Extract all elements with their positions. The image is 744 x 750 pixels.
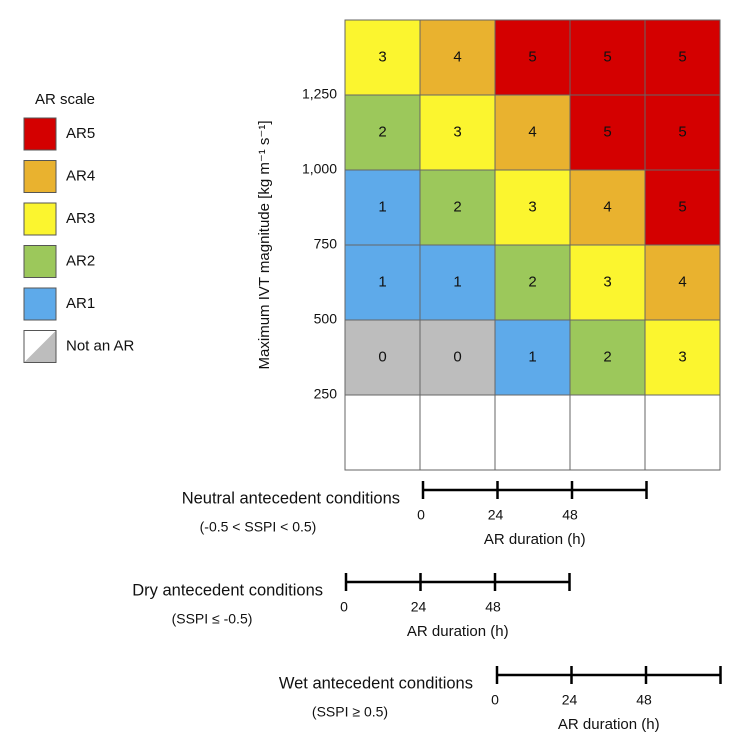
cell-value: 4	[528, 123, 536, 140]
cell-value: 3	[603, 273, 611, 290]
grid-cell-empty	[569, 394, 646, 471]
timeline-tick-label: 48	[485, 599, 501, 615]
legend-label: AR4	[66, 167, 95, 184]
grid-cell	[419, 244, 496, 321]
cell-value: 5	[603, 123, 611, 140]
timeline-title: Wet antecedent conditions	[279, 674, 473, 692]
grid-cell-empty	[494, 394, 571, 471]
legend-swatch	[23, 117, 57, 151]
timeline-title: Neutral antecedent conditions	[182, 489, 400, 507]
cell-value: 5	[528, 48, 536, 65]
timeline-axis-label: AR duration (h)	[484, 531, 586, 548]
grid-cell	[344, 169, 421, 246]
cell-value: 3	[528, 198, 536, 215]
y-tick-label: 750	[314, 236, 338, 252]
timeline-axis-label: AR duration (h)	[407, 623, 509, 640]
timeline-tick-label: 24	[411, 599, 427, 615]
cell-value: 1	[453, 273, 461, 290]
grid-cell	[419, 319, 496, 396]
legend-swatch	[23, 202, 57, 236]
legend-title: AR scale	[35, 91, 95, 108]
grid-cell	[569, 19, 646, 96]
grid-cell	[344, 319, 421, 396]
timeline-tick-label: 24	[562, 692, 578, 708]
legend-label: AR1	[66, 295, 95, 312]
cell-value: 0	[378, 348, 386, 365]
cell-value: 5	[678, 123, 686, 140]
legend-label: AR2	[66, 252, 95, 269]
cell-value: 1	[378, 198, 386, 215]
legend-swatch-border	[23, 330, 57, 363]
y-tick-label: 500	[314, 311, 338, 327]
timeline-tick-label: 24	[488, 507, 504, 523]
legend-swatch-fill	[24, 330, 56, 363]
legend-swatch	[23, 245, 57, 278]
cell-value: 5	[678, 48, 686, 65]
cell-value: 4	[678, 273, 686, 290]
legend-label: AR3	[66, 210, 95, 227]
grid-cell	[569, 319, 646, 396]
timeline-axis-label: AR duration (h)	[558, 716, 660, 733]
timeline-subtitle: (SSPI ≤ -0.5)	[172, 611, 253, 627]
cell-value: 5	[603, 48, 611, 65]
timeline-tick-label: 0	[417, 507, 425, 523]
legend-label: AR5	[66, 125, 95, 142]
cell-value: 4	[603, 198, 611, 215]
cell-value: 5	[678, 198, 686, 215]
legend-swatch	[23, 160, 57, 193]
timeline-subtitle: (SSPI ≥ 0.5)	[312, 704, 388, 720]
cell-value: 1	[528, 348, 536, 365]
legend-swatch	[23, 287, 57, 321]
timeline-tick-label: 48	[636, 692, 652, 708]
grid-cell	[644, 244, 721, 321]
cell-value: 2	[603, 348, 611, 365]
cell-value: 2	[378, 123, 386, 140]
grid-cell-empty	[419, 394, 496, 471]
timeline-tick-label: 0	[491, 692, 499, 708]
timeline-subtitle: (-0.5 < SSPI < 0.5)	[200, 519, 317, 535]
grid-cell	[419, 19, 496, 96]
y-tick-label: 1,000	[302, 161, 337, 177]
y-axis-label: Maximum IVT magnitude [kg m⁻¹ s⁻¹]	[256, 121, 273, 370]
grid-cell	[644, 169, 721, 246]
cell-value: 0	[453, 348, 461, 365]
grid-cell	[494, 319, 571, 396]
grid-cell	[494, 169, 571, 246]
timeline-title: Dry antecedent conditions	[132, 581, 323, 599]
cell-value: 3	[453, 123, 461, 140]
grid-cell-empty	[344, 394, 421, 471]
y-tick-label: 1,250	[302, 86, 337, 102]
grid-cell	[419, 169, 496, 246]
cell-value: 3	[678, 348, 686, 365]
grid-cell-empty	[644, 394, 721, 471]
cell-value: 1	[378, 273, 386, 290]
timeline-tick-label: 48	[562, 507, 578, 523]
grid-cell	[344, 244, 421, 321]
grid-cell	[644, 94, 721, 171]
cell-value: 2	[453, 198, 461, 215]
grid-cell	[494, 19, 571, 96]
legend-label: Not an AR	[66, 337, 135, 354]
grid-cell	[344, 94, 421, 171]
grid-cell	[644, 19, 721, 96]
timeline-tick-label: 0	[340, 599, 348, 615]
grid-cell	[569, 169, 646, 246]
y-tick-label: 250	[314, 386, 338, 402]
cell-value: 2	[528, 273, 536, 290]
cell-value: 4	[453, 48, 461, 65]
cell-value: 3	[378, 48, 386, 65]
grid-cell	[569, 244, 646, 321]
